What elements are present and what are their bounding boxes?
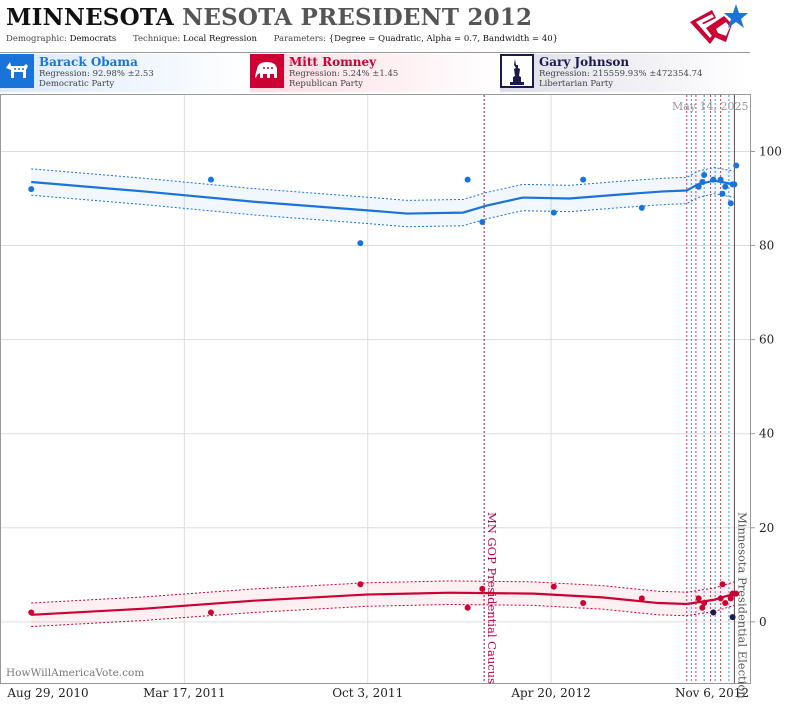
parameters-value: {Degree = Quadratic, Alpha = 0.7, Bandwi… xyxy=(328,34,559,44)
poll-point xyxy=(479,585,486,592)
x-tick-label: Mar 17, 2011 xyxy=(143,686,225,700)
candidate-obama: Barack Obama Regression: 92.98% ±2.53 De… xyxy=(0,54,248,92)
poll-point xyxy=(701,600,708,607)
candidate-name: Mitt Romney xyxy=(289,55,377,69)
site-logo-icon xyxy=(690,4,748,44)
y-tick-label: 100 xyxy=(759,144,782,158)
poll-point xyxy=(717,595,724,602)
candidate-name: Gary Johnson xyxy=(539,55,630,69)
poll-point xyxy=(464,176,471,183)
band-lower-line xyxy=(31,193,735,228)
event-label: Minnesota Presidential Election xyxy=(735,512,749,699)
band-upper-line xyxy=(31,166,735,201)
band-upper-line xyxy=(31,580,735,604)
page-title: MINNESOTA NESOTA PRESIDENT 2012 xyxy=(6,4,532,31)
candidate-legend: Barack Obama Regression: 92.98% ±2.53 De… xyxy=(0,54,789,94)
poll-point xyxy=(550,583,557,590)
candidate-party: Libertarian Party xyxy=(539,79,614,89)
y-tick-label: 40 xyxy=(759,427,774,441)
x-tick-label: Aug 29, 2010 xyxy=(6,686,88,700)
poll-point xyxy=(722,600,729,607)
confidence-band xyxy=(31,580,735,627)
poll-point xyxy=(727,595,734,602)
y-tick-label: 20 xyxy=(759,521,774,535)
poll-point xyxy=(710,176,717,183)
technique-value: Local Regression xyxy=(182,34,257,44)
demographic-value: Democrats xyxy=(69,34,117,44)
poll-point xyxy=(699,604,706,611)
event-label: MN GOP Presidential Caucus xyxy=(485,512,499,684)
poll-point xyxy=(719,581,726,588)
poll-point xyxy=(550,209,557,216)
poll-point xyxy=(699,179,706,186)
candidate-johnson: Gary Johnson Regression: 215559.93% ±472… xyxy=(500,54,748,92)
poll-point xyxy=(722,183,729,190)
poll-point xyxy=(695,595,702,602)
poll-point xyxy=(638,595,645,602)
poll-point xyxy=(28,609,35,616)
parameters-label: Parameters: xyxy=(273,34,327,44)
header-divider xyxy=(0,52,750,53)
poll-point xyxy=(357,240,364,247)
title-rest: NESOTA PRESIDENT 2012 xyxy=(182,4,533,31)
poll-point xyxy=(717,176,724,183)
header: MINNESOTA NESOTA PRESIDENT 2012 Demograp… xyxy=(0,0,789,52)
trend-line xyxy=(31,591,735,616)
candidate-name: Barack Obama xyxy=(39,55,138,69)
donkey-icon xyxy=(0,54,34,88)
poll-point xyxy=(464,604,471,611)
technique-label: Technique: xyxy=(132,34,181,44)
title-state: MINNESOTA xyxy=(6,4,174,31)
candidate-romney: Mitt Romney Regression: 5.24% ±1.45 Repu… xyxy=(250,54,498,92)
poll-point xyxy=(580,600,587,607)
trend-line xyxy=(31,179,735,215)
poll-point xyxy=(727,200,734,207)
y-tick-label: 80 xyxy=(759,239,774,253)
candidate-regression: Regression: 92.98% ±2.53 xyxy=(39,69,154,79)
poll-point xyxy=(710,609,717,616)
y-tick-label: 0 xyxy=(759,615,767,629)
poll-point xyxy=(638,204,645,211)
demographic-label: Demographic: xyxy=(6,34,67,44)
poll-point xyxy=(580,176,587,183)
poll-point xyxy=(719,190,726,197)
x-tick-label: Apr 20, 2012 xyxy=(510,686,590,700)
poll-point xyxy=(733,590,740,597)
poll-point xyxy=(207,609,214,616)
poll-point xyxy=(357,581,364,588)
candidate-party: Democratic Party xyxy=(39,79,115,89)
candidate-party: Republican Party xyxy=(289,79,363,89)
poll-point xyxy=(695,183,702,190)
poll-point xyxy=(479,219,486,226)
x-tick-label: Oct 3, 2011 xyxy=(332,686,403,700)
watermark: HowWillAmericaVote.com xyxy=(6,667,145,679)
candidate-regression: Regression: 215559.93% ±472354.74 xyxy=(539,69,703,79)
poll-point xyxy=(28,186,35,193)
plot-frame xyxy=(0,94,751,684)
poll-point xyxy=(733,162,740,169)
poll-point xyxy=(731,181,738,188)
poll-point xyxy=(207,176,214,183)
liberty-icon xyxy=(500,54,534,88)
as-of-date: May 14, 2025 xyxy=(672,100,749,113)
poll-point xyxy=(701,171,708,178)
x-tick-label: Nov 6, 2012 xyxy=(675,686,749,700)
poll-point xyxy=(729,614,736,621)
candidate-regression: Regression: 5.24% ±1.45 xyxy=(289,69,399,79)
parameter-line: Demographic: Democrats Technique: Local … xyxy=(6,34,572,44)
elephant-icon xyxy=(250,54,284,88)
confidence-band xyxy=(31,167,735,227)
band-lower-line xyxy=(31,603,735,628)
y-tick-label: 60 xyxy=(759,333,774,347)
